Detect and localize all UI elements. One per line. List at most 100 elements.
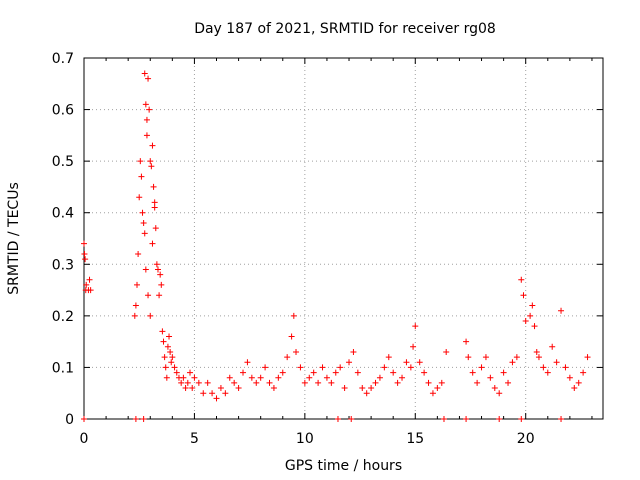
data-point	[310, 369, 317, 376]
data-point	[558, 307, 565, 314]
data-point	[368, 385, 375, 392]
data-point	[138, 173, 145, 180]
data-point	[584, 354, 591, 361]
data-point	[266, 379, 273, 386]
data-point	[566, 374, 573, 381]
data-point	[425, 379, 432, 386]
data-point	[529, 302, 536, 309]
data-point	[156, 292, 163, 299]
data-point	[332, 369, 339, 376]
plot-frame	[83, 57, 604, 420]
data-point	[164, 343, 171, 350]
data-point	[141, 230, 148, 237]
data-point	[139, 209, 146, 216]
data-point	[86, 276, 93, 283]
data-point	[531, 323, 538, 330]
axes	[83, 57, 604, 420]
data-point	[147, 158, 154, 165]
data-point	[151, 199, 158, 206]
grid	[84, 58, 603, 419]
chart-title: Day 187 of 2021, SRMTID for receiver rg0…	[194, 21, 496, 37]
data-point	[410, 343, 417, 350]
data-point	[575, 379, 582, 386]
data-point	[463, 416, 470, 422]
data-point	[162, 364, 169, 371]
data-point	[81, 250, 88, 257]
data-point	[159, 328, 166, 335]
data-point	[184, 379, 191, 386]
data-point	[136, 194, 143, 201]
data-point	[323, 374, 330, 381]
data-point	[173, 369, 180, 376]
data-point	[240, 369, 247, 376]
data-point	[149, 240, 156, 247]
data-point	[540, 364, 547, 371]
data-point	[491, 385, 498, 392]
data-point	[463, 338, 470, 345]
data-point	[217, 385, 224, 392]
y-tick-label: 0.6	[52, 103, 74, 119]
data-point	[153, 261, 160, 268]
data-point	[146, 106, 153, 113]
data-point	[148, 163, 155, 170]
data-point	[522, 318, 529, 325]
data-point	[376, 374, 383, 381]
data-point	[390, 369, 397, 376]
data-point	[354, 369, 361, 376]
data-point	[496, 390, 503, 397]
data-point	[372, 379, 379, 386]
data-point	[145, 292, 152, 299]
data-point	[142, 101, 149, 108]
y-axis-label: SRMTID / TECUs	[6, 182, 22, 295]
data-point	[421, 369, 428, 376]
data-point	[244, 359, 251, 366]
data-point	[135, 250, 142, 257]
data-point	[553, 359, 560, 366]
data-point	[149, 142, 156, 149]
data-point	[150, 183, 157, 190]
data-point	[187, 369, 194, 376]
data-point	[145, 75, 152, 82]
data-point	[350, 348, 357, 355]
data-point	[562, 364, 569, 371]
data-point	[200, 390, 207, 397]
data-point	[443, 348, 450, 355]
data-point	[337, 364, 344, 371]
data-point	[407, 364, 414, 371]
data-point	[143, 116, 150, 123]
data-point	[306, 374, 313, 381]
data-point	[189, 385, 196, 392]
data-point	[140, 220, 147, 227]
data-point	[385, 354, 392, 361]
data-point	[465, 354, 472, 361]
data-point	[487, 374, 494, 381]
data-point	[81, 240, 87, 247]
data-point	[293, 348, 300, 355]
data-point	[513, 354, 520, 361]
data-point	[482, 354, 489, 361]
data-point	[284, 354, 291, 361]
x-tick-label: 0	[80, 431, 89, 447]
data-point	[137, 158, 144, 165]
data-point	[166, 333, 173, 340]
data-point	[275, 374, 282, 381]
data-point	[288, 333, 295, 340]
data-point	[142, 266, 149, 273]
data-point	[163, 374, 170, 381]
data-point	[381, 364, 388, 371]
data-point	[257, 374, 264, 381]
data-point	[297, 364, 304, 371]
data-point	[290, 312, 297, 319]
ticks: 0 0.1 0.2 0.3 0.4 0.5 0.6 0.7 0 5 10 15 20	[52, 51, 603, 447]
data-point	[279, 369, 286, 376]
data-point	[301, 379, 308, 386]
data-point	[580, 369, 587, 376]
data-point	[253, 379, 260, 386]
data-point	[147, 312, 154, 319]
data-point	[178, 379, 185, 386]
y-tick-label: 0.1	[52, 360, 74, 376]
data-point	[231, 379, 238, 386]
data-point	[394, 379, 401, 386]
data-point	[346, 359, 353, 366]
